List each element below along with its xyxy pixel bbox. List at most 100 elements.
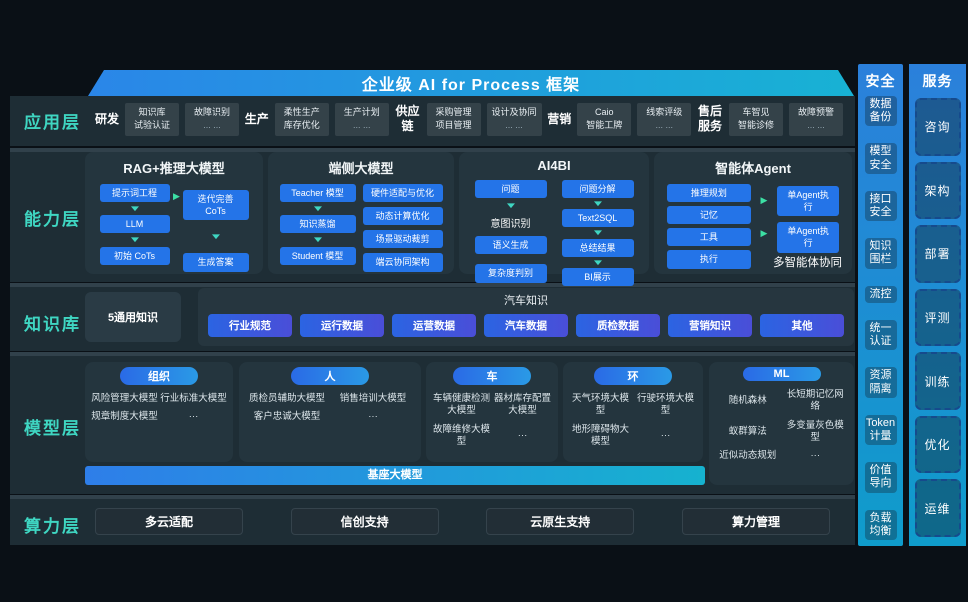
app-box: 柔性生产 库存优化 xyxy=(274,102,329,136)
arrow-down-icon: ▼ xyxy=(590,257,605,267)
stack-node: 工具 xyxy=(666,228,751,247)
compute-button: 算力管理 xyxy=(681,508,830,535)
app-box: 采购管理 项目管理 xyxy=(426,102,481,136)
compute-button: 云原生支持 xyxy=(486,508,635,535)
stack-node: 执行 xyxy=(666,250,751,269)
app-group-rd: 研发 知识库 试验认证 故障识别... ... xyxy=(95,102,240,136)
application-row: 研发 知识库 试验认证 故障识别... ... 生产 柔性生产 库存优化 生产计划.… xyxy=(95,98,843,140)
app-group-name: 研发 xyxy=(95,111,120,126)
service-item: 架构 xyxy=(914,161,961,220)
app-group-name: 生产 xyxy=(244,111,269,126)
knowledge-pill-list: 行业规范 运行数据 运营数据 汽车数据 质检数据 营销知识 其他 xyxy=(198,308,854,337)
app-group-supply-chain: 供应链 采购管理 项目管理 设计及协同... ... xyxy=(395,102,542,136)
app-box: 车智见 智能诊修 xyxy=(729,102,783,136)
app-group-after-sales: 售后服务 车智见 智能诊修 故障预警... ... xyxy=(697,102,843,136)
model-group-header: 组织 xyxy=(120,367,198,385)
knowledge-pill: 运行数据 xyxy=(300,314,384,337)
general-knowledge-box: 5通用知识 xyxy=(85,292,181,342)
model-group-header: 人 xyxy=(291,367,369,385)
flow-node: 初始 CoTs xyxy=(99,246,170,265)
model-item: 规章制度大模型 xyxy=(91,411,158,423)
model-item: ··· xyxy=(368,411,378,423)
security-item: 数据备份 xyxy=(864,96,897,127)
service-item: 优化 xyxy=(914,415,961,474)
model-group-header: 环 xyxy=(594,367,672,385)
layer-label-compute: 算力层 xyxy=(24,517,81,536)
layer-separator xyxy=(10,495,855,499)
compute-button: 多云适配 xyxy=(95,508,243,535)
model-item: 天气环境大模型 xyxy=(571,393,629,417)
flow-node: Text2SQL xyxy=(561,209,634,228)
panel-title: 智能体Agent xyxy=(715,161,791,176)
app-box: 故障识别... ... xyxy=(185,102,240,136)
stack-node: 硬件适配与优化 xyxy=(362,184,443,203)
panel-rag-reasoning: RAG+推理大模型 提示词工程 ▼ LLM ▼ 初始 CoTs 迭代完善CoTs… xyxy=(85,152,263,274)
arrow-down-icon: ▼ xyxy=(590,228,605,238)
arrow-down-icon: ▼ xyxy=(310,204,325,214)
flow-node: 问题分解 xyxy=(561,180,634,199)
model-item: 行驶环境大模型 xyxy=(636,393,694,417)
flow-node: 复杂度判别 xyxy=(474,264,547,283)
model-item: 近似动态规划 xyxy=(719,450,777,462)
flow-node: 迭代完善CoTs xyxy=(182,190,249,221)
panel-title: 端侧大模型 xyxy=(328,161,394,176)
model-group-header: ML xyxy=(742,367,821,381)
compute-button: 信创支持 xyxy=(290,508,439,535)
knowledge-pill: 质检数据 xyxy=(576,314,660,337)
stack-node: 单Agent执行 xyxy=(777,186,840,217)
knowledge-pill: 行业规范 xyxy=(208,314,292,337)
flow-node: 问题 xyxy=(474,180,547,199)
model-item: 销售培训大模型 xyxy=(339,393,407,404)
app-box: 故障预警... ... xyxy=(789,102,843,136)
arrow-right-icon: ▶ xyxy=(173,191,180,201)
auto-knowledge-title: 汽车知识 xyxy=(504,295,548,307)
flow-node: 知识蒸馏 xyxy=(279,215,356,234)
security-item: 知识围栏 xyxy=(864,238,897,269)
security-item: Token计量 xyxy=(864,414,897,446)
model-item: 客户忠诚大模型 xyxy=(253,411,321,423)
security-item: 接口安全 xyxy=(864,190,897,222)
model-item: 车辆健康检测大模型 xyxy=(432,393,490,417)
model-group-ml: ML 随机森林 长短期记忆网络 蚁群算法 多变量灰色模型 近似动态规划 ··· xyxy=(709,362,854,485)
model-group-environment: 环 天气环境大模型 行驶环境大模型 地形障碍物大模型 ··· xyxy=(563,362,703,462)
flow-node: LLM xyxy=(99,215,170,234)
layer-separator xyxy=(10,283,855,287)
knowledge-pill: 其他 xyxy=(760,314,844,337)
flow-text: 意图识别 xyxy=(490,219,531,231)
security-title: 安全 xyxy=(865,73,896,89)
knowledge-pill: 运营数据 xyxy=(392,314,476,337)
security-item: 价值导向 xyxy=(864,462,897,493)
model-item: ··· xyxy=(660,429,671,441)
model-item: 风险管理大模型 xyxy=(91,393,158,404)
security-column: 安全 数据备份 模型安全 接口安全 知识围栏 流控 统一认证 资源隔离 Token计量 价值导向… xyxy=(858,64,903,546)
arrow-down-icon: ▼ xyxy=(127,235,142,245)
stack-node: 记忆 xyxy=(666,206,751,225)
service-item: 部署 xyxy=(914,225,961,283)
model-group-org: 组织 风险管理大模型 行业标准大模型 规章制度大模型 ··· xyxy=(85,362,233,462)
service-item: 训练 xyxy=(914,352,961,410)
security-item: 负载均衡 xyxy=(864,509,897,540)
model-group-header: 车 xyxy=(453,367,531,385)
model-item: 随机森林 xyxy=(728,395,767,407)
panel-title: RAG+推理大模型 xyxy=(123,161,225,176)
stack-node: 推理规划 xyxy=(666,184,751,203)
flow-node: Teacher 模型 xyxy=(279,184,356,203)
app-box: 线索评级... ... xyxy=(637,102,692,136)
app-box: 设计及协同... ... xyxy=(486,102,542,136)
layer-label-capability: 能力层 xyxy=(24,210,81,229)
model-item: ··· xyxy=(188,411,199,423)
compute-button-row: 多云适配 信创支持 云原生支持 算力管理 xyxy=(95,508,830,535)
layer-separator xyxy=(10,148,855,152)
panel-agent: 智能体Agent 推理规划 记忆 工具 执行 ▶ ▶ 单Agent执行 单Age… xyxy=(654,152,852,274)
app-box: Caio 智能工牌 xyxy=(577,102,632,136)
banner-title: 企业级 AI for Process 框架 xyxy=(361,77,581,94)
security-item: 流控 xyxy=(864,285,897,303)
security-item: 资源隔离 xyxy=(864,367,897,398)
model-item: 长短期记忆网络 xyxy=(786,389,844,413)
service-item: 评测 xyxy=(914,288,961,347)
arrow-right-icon: ▶ xyxy=(760,195,768,205)
model-item: 行业标准大模型 xyxy=(160,393,227,404)
app-group-marketing: 营销 Caio 智能工牌 线索评级... ... xyxy=(547,102,692,136)
services-title: 服务 xyxy=(922,73,953,89)
